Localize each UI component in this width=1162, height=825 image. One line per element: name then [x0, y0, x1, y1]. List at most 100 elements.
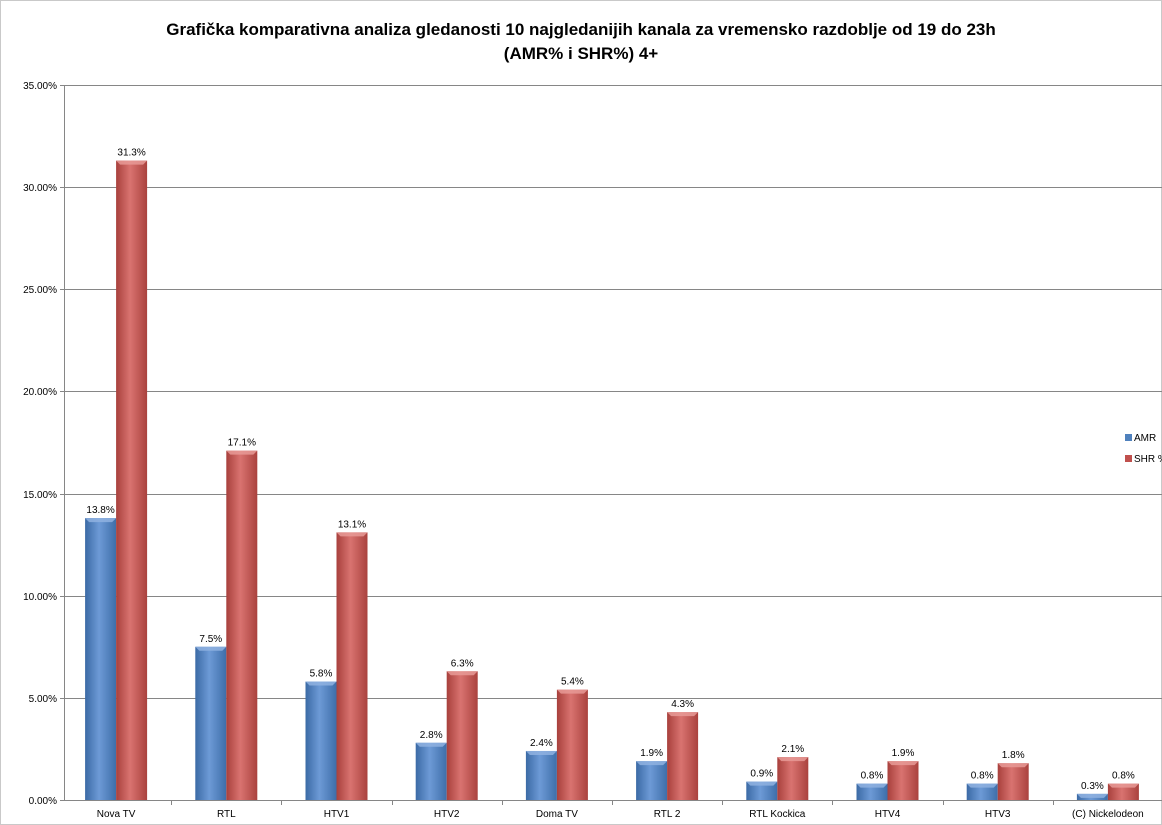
bar-body — [446, 671, 478, 800]
bar-shr — [336, 532, 368, 800]
bar-bevel — [195, 646, 227, 651]
bar-body — [195, 646, 227, 800]
data-label: 2.4% — [530, 738, 553, 749]
bar-bevel — [636, 761, 668, 766]
data-label: 6.3% — [451, 658, 474, 669]
bar-bevel — [667, 712, 699, 717]
data-label: 0.3% — [1081, 781, 1104, 792]
bar-body — [226, 450, 258, 800]
data-label: 5.4% — [561, 677, 584, 688]
bar-bevel — [1076, 793, 1108, 798]
bar-bevel — [777, 757, 809, 762]
bar-amr — [85, 518, 117, 800]
legend-label: SHR % — [1134, 454, 1162, 465]
y-tick-label: 20.00% — [23, 387, 57, 398]
chart-title: Grafička komparativna analiza gledanosti… — [0, 18, 1162, 66]
data-label: 7.5% — [199, 634, 222, 645]
bar-shr — [446, 671, 478, 800]
bar-body — [636, 761, 668, 800]
data-label: 31.3% — [117, 148, 145, 159]
data-label: 13.1% — [338, 519, 366, 530]
bar-amr — [856, 783, 888, 800]
bar-body — [667, 712, 699, 800]
bar-shr — [556, 689, 588, 800]
x-tick-label: RTL Kockica — [749, 809, 806, 820]
chart-title-line1: Grafička komparativna analiza gledanosti… — [166, 20, 996, 39]
chart-title-line2: (AMR% i SHR%) 4+ — [503, 44, 659, 63]
legend-label: AMR — [1134, 433, 1156, 444]
bar-bevel — [556, 689, 588, 694]
legend: AMR SHR % — [1125, 433, 1162, 465]
bar-body — [777, 757, 809, 800]
y-tick-label: 35.00% — [23, 81, 57, 92]
bar-body — [1107, 783, 1139, 800]
bar-amr — [746, 781, 778, 800]
x-tick-label: Doma TV — [536, 809, 578, 820]
y-tick-label: 15.00% — [23, 490, 57, 501]
bar-bevel — [446, 671, 478, 676]
bar-bevel — [856, 783, 888, 788]
bar-bevel — [966, 783, 998, 788]
x-tick-label: HTV2 — [434, 809, 460, 820]
bar-shr — [116, 160, 148, 801]
data-label: 0.8% — [1112, 771, 1135, 782]
y-tick-label: 10.00% — [23, 592, 57, 603]
data-label: 1.9% — [640, 748, 663, 759]
data-label: 1.9% — [892, 748, 915, 759]
bar-bevel — [305, 681, 337, 686]
data-label: 0.9% — [750, 769, 773, 780]
bar-body — [887, 761, 919, 800]
x-tick-label: HTV3 — [985, 809, 1011, 820]
x-axis: Nova TV RTL HTV1 HTV2 Doma TV RTL 2 RTL Kockic… — [97, 800, 1144, 820]
bar-body — [305, 681, 337, 800]
x-tick-label: HTV4 — [875, 809, 901, 820]
bar-body — [336, 532, 368, 800]
data-label: 4.3% — [671, 699, 694, 710]
data-label: 0.8% — [861, 771, 884, 782]
data-label: 17.1% — [228, 438, 256, 449]
x-tick-label: RTL 2 — [654, 809, 681, 820]
bar-body — [415, 742, 447, 800]
bar-bevel — [336, 532, 368, 537]
y-tick-label: 5.00% — [29, 694, 57, 705]
y-tick-label: 0.00% — [29, 796, 57, 807]
bar-body — [556, 689, 588, 800]
legend-swatch — [1125, 455, 1132, 462]
y-tick-label: 30.00% — [23, 183, 57, 194]
x-tick-label: RTL — [217, 809, 236, 820]
bar-amr — [415, 742, 447, 800]
bar-shr — [1107, 783, 1139, 800]
bar-amr — [525, 750, 557, 800]
bar-amr — [966, 783, 998, 800]
bar-bevel — [226, 450, 258, 455]
bar-body — [966, 783, 998, 800]
data-label: 1.8% — [1002, 750, 1025, 761]
data-label: 2.8% — [420, 730, 443, 741]
bar-amr — [195, 646, 227, 800]
bar-shr — [667, 712, 699, 800]
bar-amr — [1076, 793, 1108, 800]
data-label: 5.8% — [310, 669, 333, 680]
x-tick-label: HTV1 — [324, 809, 350, 820]
bar-shr — [887, 761, 919, 800]
data-label: 2.1% — [781, 744, 804, 755]
bar-body — [746, 781, 778, 800]
bars: 13.8% 31.3% 7.5% 17.1% 5.8% 13.1% 2.8% 6.3% 2.4%… — [85, 148, 1139, 801]
bar-body — [116, 160, 148, 801]
bar-bevel — [116, 160, 148, 165]
legend-swatch — [1125, 434, 1132, 441]
bar-amr — [305, 681, 337, 800]
bar-bevel — [997, 763, 1029, 768]
bar-body — [997, 763, 1029, 800]
bar-shr — [997, 763, 1029, 800]
x-tick-label: (C) Nickelodeon — [1072, 809, 1144, 820]
x-tick-label: Nova TV — [97, 809, 136, 820]
bar-bevel — [85, 518, 117, 523]
bar-bevel — [525, 750, 557, 755]
bar-bevel — [1107, 783, 1139, 788]
bar-bevel — [887, 761, 919, 766]
bar-body — [525, 750, 557, 800]
bar-bevel — [415, 742, 447, 747]
